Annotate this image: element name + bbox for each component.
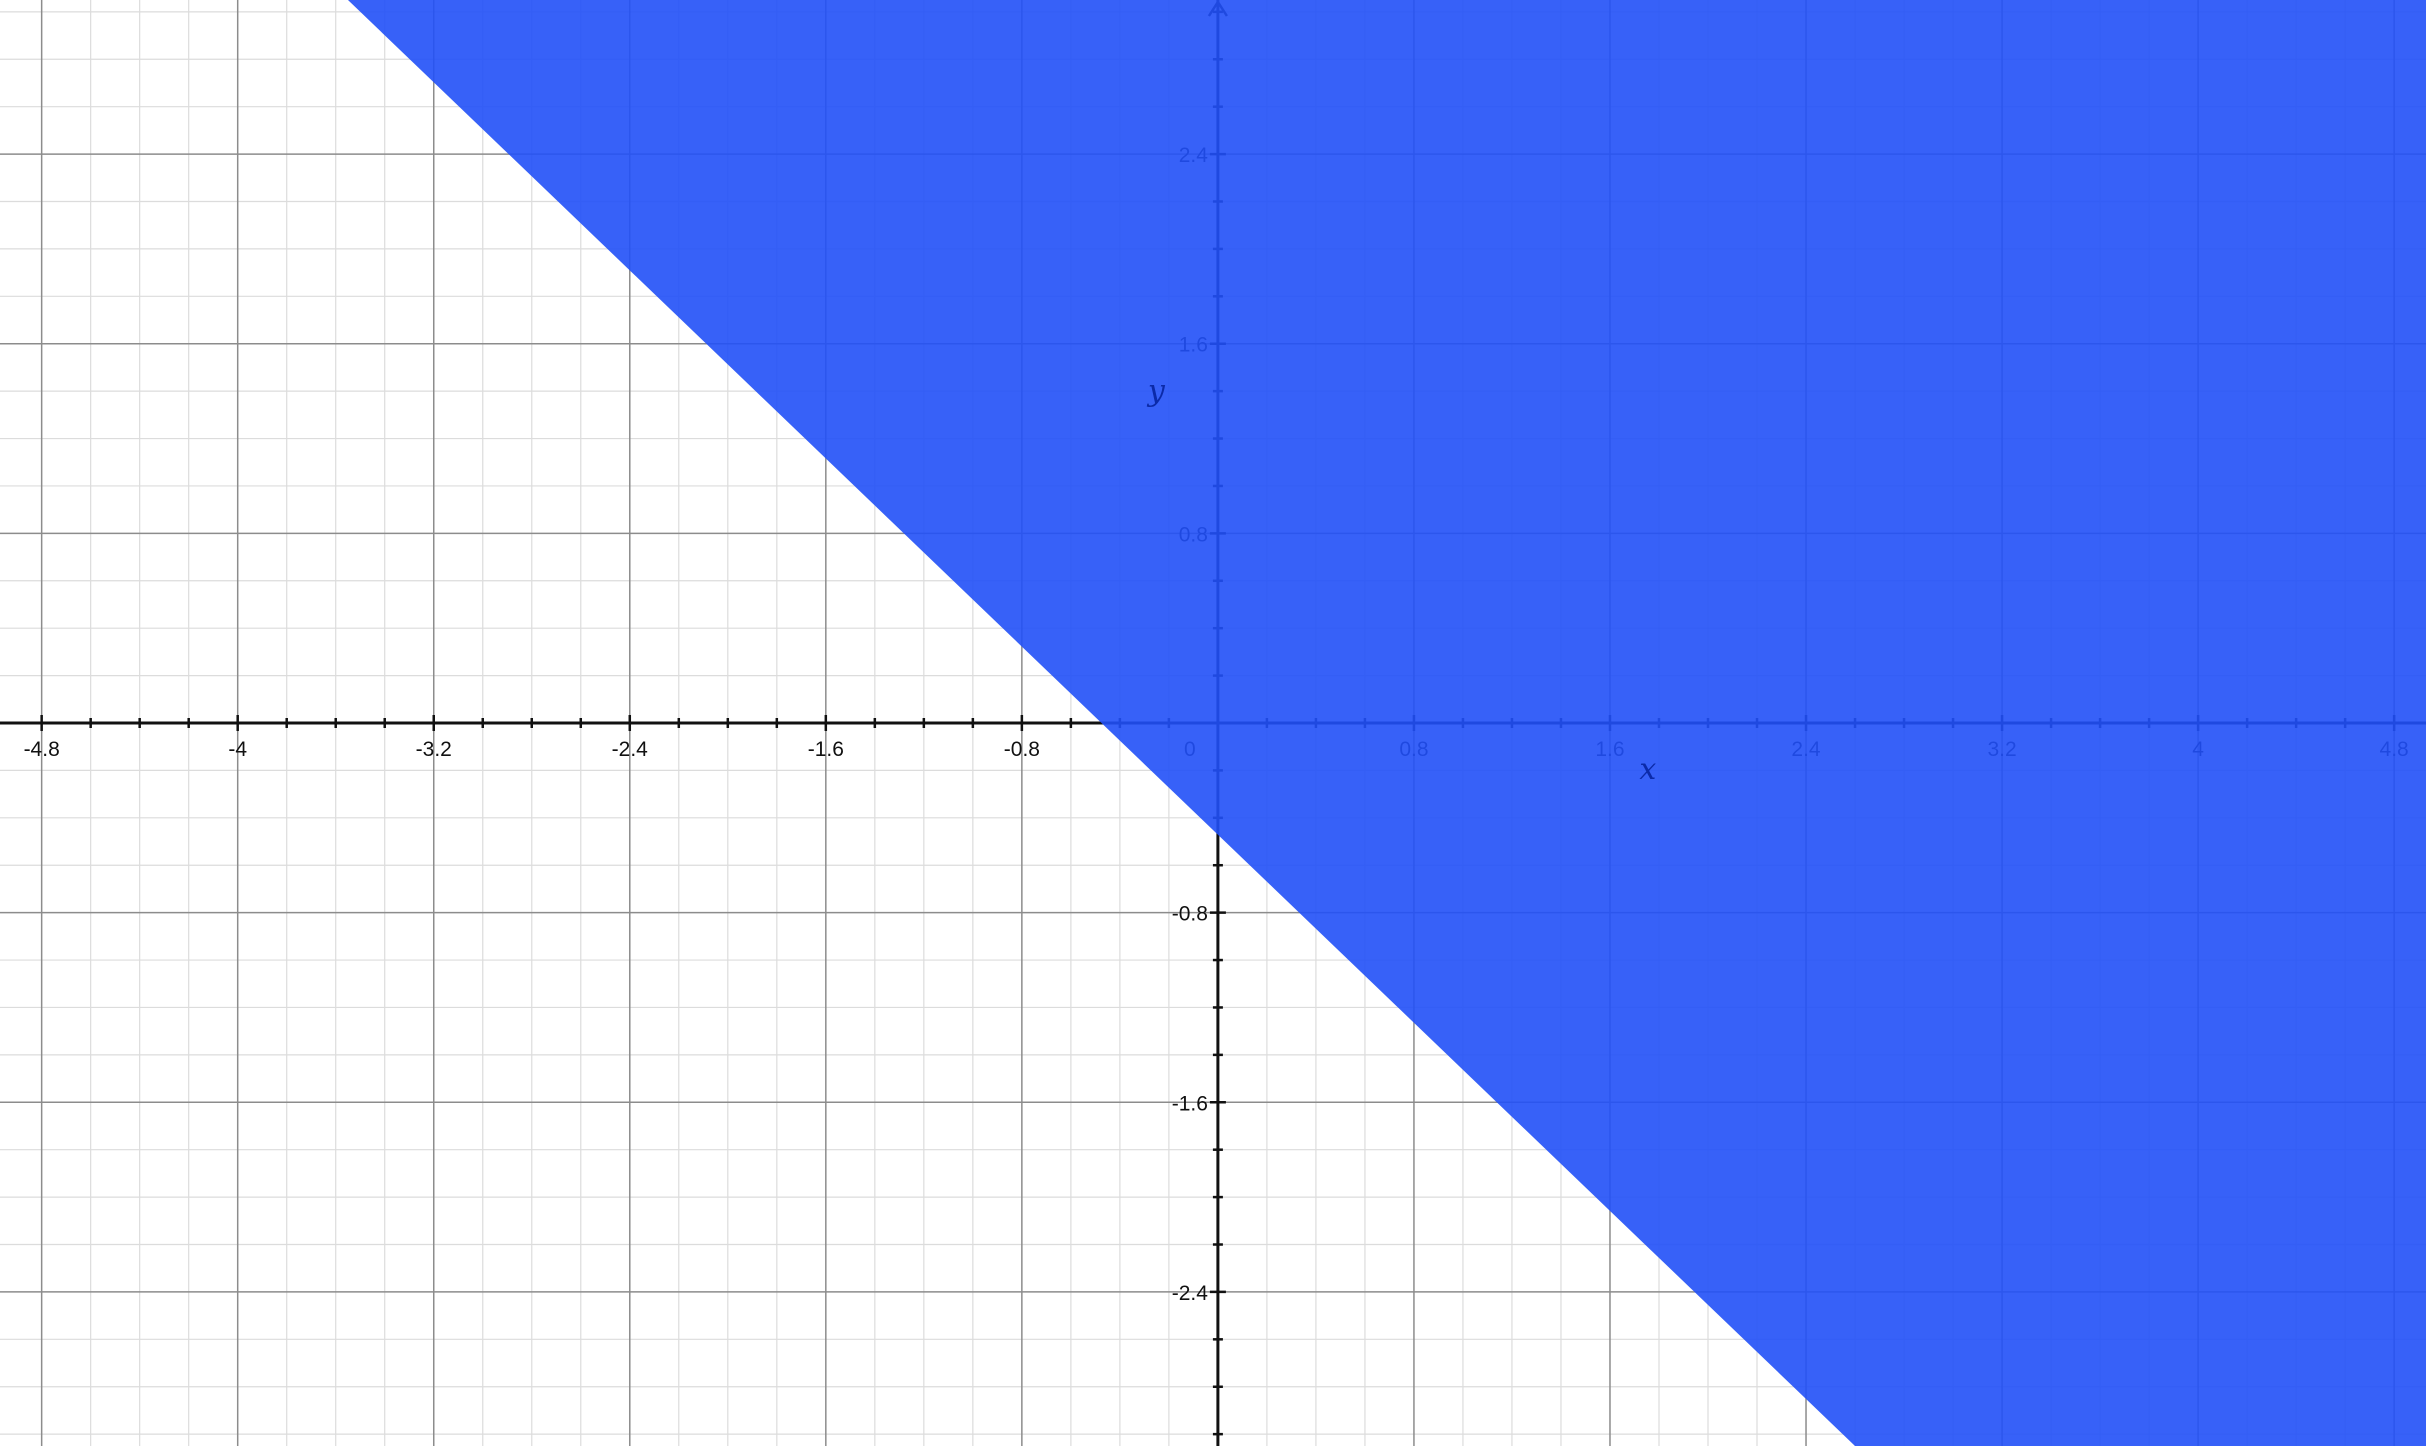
x-tick-label: -2.4 — [612, 738, 649, 761]
x-tick-label: -3.2 — [416, 738, 452, 761]
x-tick-label: -1.6 — [808, 738, 844, 761]
y-tick-label: -0.8 — [1172, 903, 1208, 926]
x-tick-label: -4 — [228, 738, 247, 761]
y-tick-label: -1.6 — [1172, 1092, 1208, 1115]
y-axis-label: y — [1146, 374, 1166, 409]
x-axis-label: x — [1639, 752, 1656, 787]
x-tick-label: -4.8 — [24, 738, 60, 761]
shaded-solution-region — [347, 0, 2426, 1446]
y-tick-label: -2.4 — [1172, 1282, 1209, 1305]
x-tick-label: -0.8 — [1004, 738, 1040, 761]
